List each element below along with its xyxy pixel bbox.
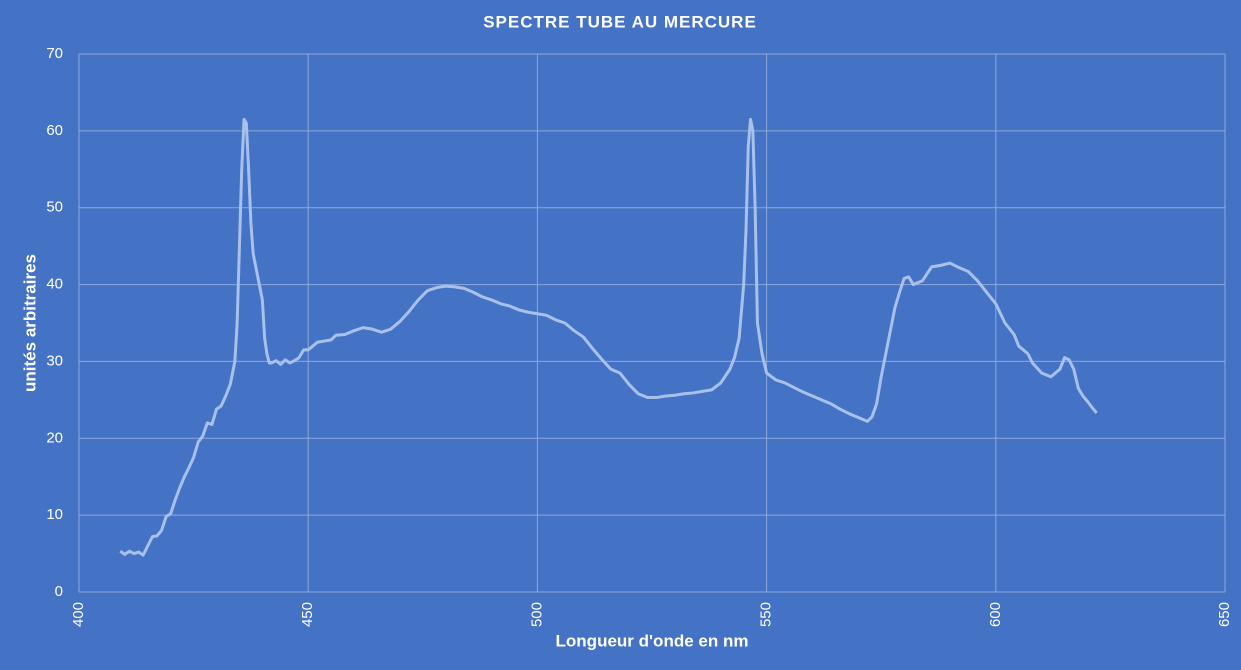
x-tick-label: 450	[299, 602, 316, 627]
y-tick-label: 30	[46, 352, 63, 369]
y-tick-label: 70	[46, 45, 63, 62]
x-axis-label: Longueur d'onde en nm	[556, 631, 749, 650]
y-tick-label: 60	[46, 122, 63, 139]
x-tick-label: 400	[70, 602, 87, 627]
data-line	[119, 117, 1098, 557]
x-tick-label: 650	[1216, 602, 1233, 627]
chart-title: SPECTRE TUBE AU MERCURE	[483, 12, 757, 31]
x-tick-label: 550	[758, 602, 775, 627]
y-tick-label: 50	[46, 199, 63, 216]
y-tick-label: 40	[46, 276, 63, 293]
y-tick-label: 0	[55, 583, 63, 600]
y-axis-label: unités arbitraires	[20, 254, 39, 392]
x-tick-label: 500	[528, 602, 545, 627]
x-tick-label: 600	[987, 602, 1004, 627]
y-tick-label: 10	[46, 506, 63, 523]
y-tick-label: 20	[46, 429, 63, 446]
